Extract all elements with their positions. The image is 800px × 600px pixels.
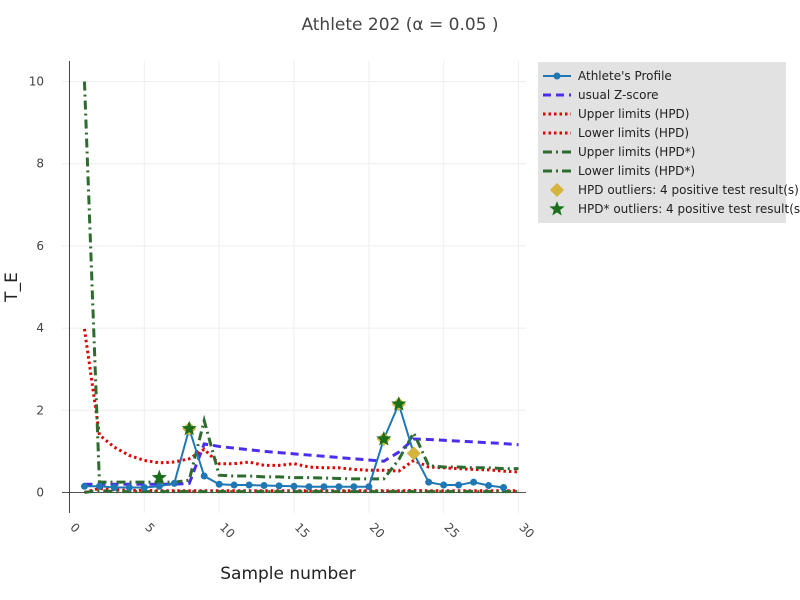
legend-box bbox=[538, 62, 786, 223]
series-line-5 bbox=[84, 488, 519, 494]
plot-area bbox=[80, 81, 519, 494]
profile-point bbox=[140, 484, 148, 492]
profile-point bbox=[215, 480, 223, 488]
profile-point bbox=[170, 479, 178, 487]
hpd-star-outlier-marker bbox=[391, 396, 407, 411]
legend-label: Upper limits (HPD*) bbox=[578, 145, 695, 159]
legend-label: HPD* outliers: 4 positive test result(s) bbox=[578, 202, 800, 216]
legend: Athlete's Profile usual Z-score Upper limi… bbox=[538, 62, 800, 223]
legend-symbol-star bbox=[549, 201, 565, 216]
y-tick-label: 6 bbox=[36, 239, 44, 253]
legend-label: HPD outliers: 4 positive test result(s) bbox=[578, 183, 799, 197]
legend-label: Upper limits (HPD) bbox=[578, 107, 689, 121]
profile-point bbox=[350, 483, 358, 491]
profile-point bbox=[275, 482, 283, 490]
legend-label: Lower limits (HPD) bbox=[578, 126, 689, 140]
legend-label: usual Z-score bbox=[578, 88, 659, 102]
legend-symbol-point bbox=[553, 72, 561, 80]
profile-point bbox=[290, 482, 298, 490]
y-tick-label: 4 bbox=[36, 321, 44, 335]
profile-point bbox=[365, 483, 373, 491]
grid bbox=[62, 61, 526, 513]
legend-label: Lower limits (HPD*) bbox=[578, 164, 695, 178]
hpd-star-outlier-marker bbox=[151, 469, 167, 485]
profile-point bbox=[260, 481, 268, 489]
profile-point bbox=[80, 482, 88, 490]
profile-point bbox=[110, 484, 118, 492]
y-tick-label: 8 bbox=[36, 157, 44, 171]
y-axis-title: T_E bbox=[2, 272, 22, 303]
y-tick-label: 10 bbox=[29, 75, 44, 89]
series-line-3 bbox=[84, 486, 519, 494]
profile-point bbox=[485, 481, 493, 489]
profile-point bbox=[500, 484, 508, 492]
profile-point bbox=[425, 478, 433, 486]
series-line-2 bbox=[82, 328, 519, 474]
profile-point bbox=[200, 472, 208, 480]
profile-point bbox=[95, 482, 103, 490]
profile-point bbox=[230, 481, 238, 489]
hpd-star-outlier-marker bbox=[376, 431, 392, 446]
chart-title: Athlete 202 (α = 0.05 ) bbox=[301, 15, 498, 35]
profile-point bbox=[245, 481, 253, 489]
legend-label: Athlete's Profile bbox=[578, 69, 672, 83]
y-tick-label: 2 bbox=[36, 403, 44, 417]
profile-point bbox=[455, 481, 463, 489]
profile-point bbox=[440, 481, 448, 489]
profile-point bbox=[320, 483, 328, 491]
profile-point bbox=[155, 482, 163, 490]
profile-point bbox=[335, 483, 343, 491]
hpd-outlier-marker bbox=[406, 446, 421, 461]
profile-point bbox=[305, 483, 313, 491]
x-axis-title: Sample number bbox=[220, 564, 356, 584]
profile-point bbox=[125, 484, 133, 492]
y-tick-label: 0 bbox=[36, 485, 44, 499]
profile-point bbox=[470, 478, 478, 486]
hpd-star-outlier-marker bbox=[181, 420, 197, 436]
legend-symbol-diamond bbox=[550, 183, 564, 197]
